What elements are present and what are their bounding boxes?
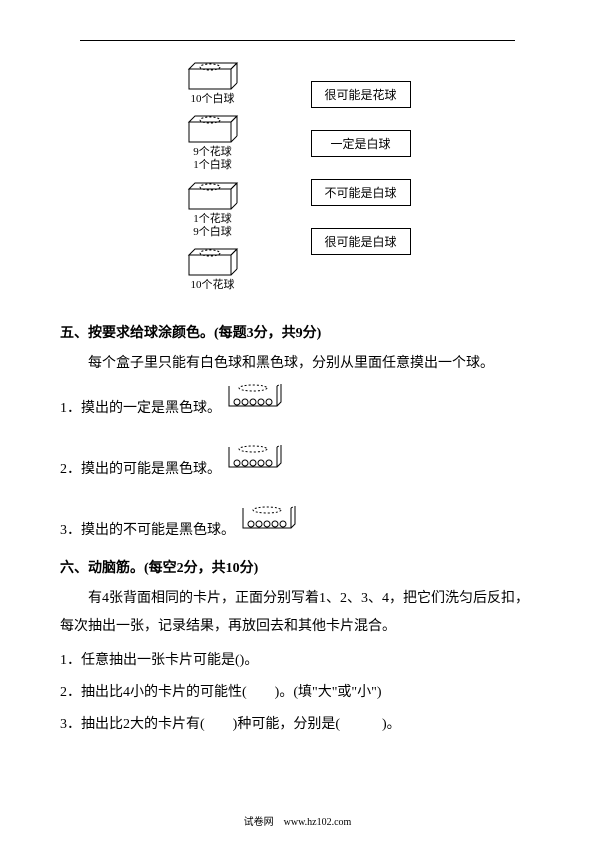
section6-q1: 1．任意抽出一张卡片可能是()。 bbox=[60, 647, 535, 675]
box-caption-2: 9个花球 1个白球 bbox=[193, 146, 232, 172]
box-item-3: 1个花球 9个白球 bbox=[185, 181, 241, 239]
section5-heading: 五、按要求给球涂颜色。(每题3分，共9分) bbox=[60, 322, 535, 342]
choice-3: 不可能是白球 bbox=[311, 179, 411, 206]
choice-2: 一定是白球 bbox=[311, 130, 411, 157]
matching-area: 10个白球 9个花球 1个白球 1个花球 9 bbox=[60, 61, 535, 292]
choice-1: 很可能是花球 bbox=[311, 81, 411, 108]
open-box-icon bbox=[185, 181, 241, 211]
top-rule bbox=[80, 40, 515, 41]
box-item-2: 9个花球 1个白球 bbox=[185, 114, 241, 172]
footer: 试卷网 www.hz102.com bbox=[0, 813, 595, 828]
box-caption-1: 10个白球 bbox=[191, 93, 235, 106]
section5-q3: 3．摸出的不可能是黑色球。 bbox=[60, 506, 535, 547]
section5-q2-text: 2．摸出的可能是黑色球。 bbox=[60, 455, 221, 486]
box-caption-4: 10个花球 bbox=[191, 279, 235, 292]
boxes-column: 10个白球 9个花球 1个白球 1个花球 9 bbox=[185, 61, 241, 292]
section5-q1-text: 1．摸出的一定是黑色球。 bbox=[60, 394, 221, 425]
section6-heading: 六、动脑筋。(每空2分，共10分) bbox=[60, 557, 535, 577]
section5-q2: 2．摸出的可能是黑色球。 bbox=[60, 445, 535, 486]
box-caption-3: 1个花球 9个白球 bbox=[193, 213, 232, 239]
box-item-4: 10个花球 bbox=[185, 247, 241, 292]
section5-q1: 1．摸出的一定是黑色球。 bbox=[60, 384, 535, 425]
ball-box-icon bbox=[227, 445, 283, 486]
section6-q2: 2．抽出比4小的卡片的可能性( )。(填"大"或"小") bbox=[60, 679, 535, 707]
ball-box-icon bbox=[227, 384, 283, 425]
box-item-1: 10个白球 bbox=[185, 61, 241, 106]
open-box-icon bbox=[185, 61, 241, 91]
section6-q3: 3．抽出比2大的卡片有( )种可能，分别是( )。 bbox=[60, 711, 535, 739]
section5-q3-text: 3．摸出的不可能是黑色球。 bbox=[60, 516, 235, 547]
choice-4: 很可能是白球 bbox=[311, 228, 411, 255]
ball-box-icon bbox=[241, 506, 297, 547]
open-box-icon bbox=[185, 247, 241, 277]
section6-intro: 有4张背面相同的卡片，正面分别写着1、2、3、4，把它们洗匀后反扣，每次抽出一张… bbox=[60, 585, 535, 641]
choices-column: 很可能是花球 一定是白球 不可能是白球 很可能是白球 bbox=[311, 61, 411, 292]
open-box-icon bbox=[185, 114, 241, 144]
section5-intro: 每个盒子里只能有白色球和黑色球，分别从里面任意摸出一个球。 bbox=[60, 350, 535, 378]
